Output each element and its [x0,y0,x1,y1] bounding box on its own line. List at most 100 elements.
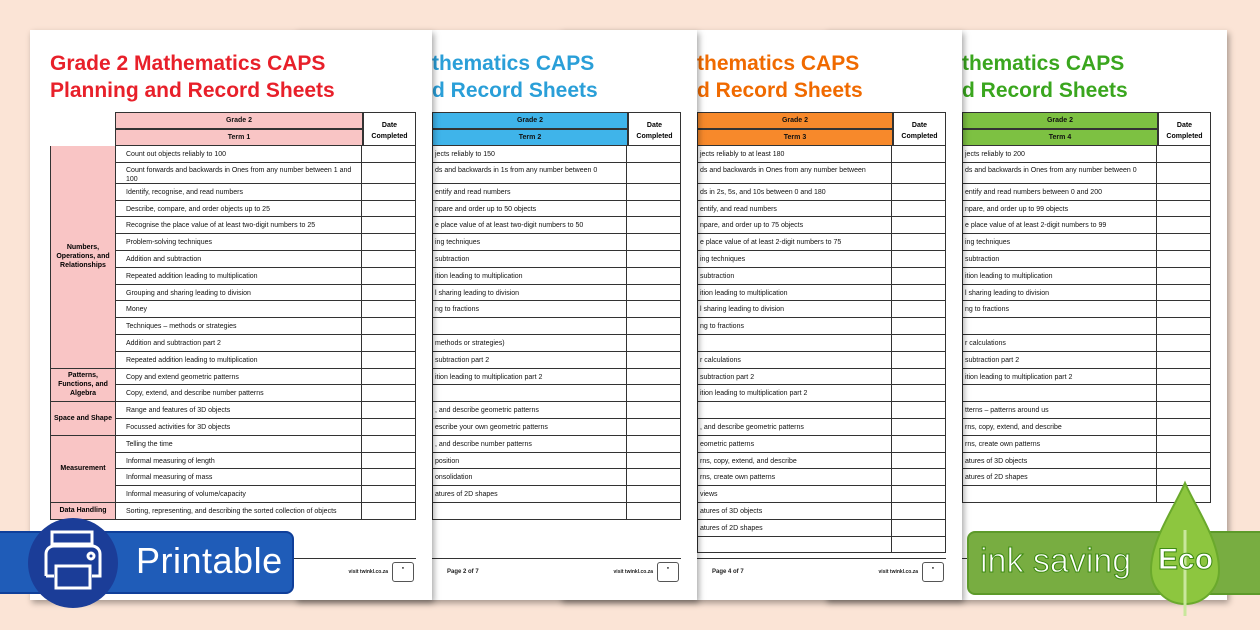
topic-cell: ition leading to multiplication part 2 [698,385,893,402]
date-cell[interactable] [1157,184,1210,200]
date-cell[interactable] [892,503,945,519]
date-cell[interactable] [362,453,415,469]
date-cell[interactable] [892,163,945,183]
date-cell[interactable] [362,217,415,233]
date-cell[interactable] [362,335,415,351]
date-cell[interactable] [627,436,680,452]
date-cell[interactable] [627,251,680,267]
date-cell[interactable] [627,503,680,519]
twinkl-logo: ● [657,562,679,582]
date-cell[interactable] [627,217,680,233]
date-cell[interactable] [627,184,680,200]
date-cell[interactable] [892,184,945,200]
date-cell[interactable] [1157,285,1210,301]
date-cell[interactable] [1157,385,1210,401]
date-cell[interactable] [892,217,945,233]
date-cell[interactable] [1157,234,1210,250]
date-cell[interactable] [1157,402,1210,418]
date-cell[interactable] [627,385,680,401]
date-cell[interactable] [362,184,415,200]
date-cell[interactable] [892,469,945,485]
date-cell[interactable] [362,503,415,519]
date-cell[interactable] [362,402,415,418]
date-cell[interactable] [1157,251,1210,267]
date-cell[interactable] [1157,352,1210,368]
date-cell[interactable] [1157,335,1210,351]
date-cell[interactable] [892,419,945,435]
date-cell[interactable] [627,201,680,217]
date-cell[interactable] [892,453,945,469]
topic-cell: Focussed activities for 3D objects [116,418,363,435]
date-cell[interactable] [892,436,945,452]
date-cell[interactable] [892,201,945,217]
date-cell[interactable] [1157,419,1210,435]
date-cell[interactable] [1157,146,1210,162]
date-cell[interactable] [892,234,945,250]
date-cell[interactable] [362,201,415,217]
topic-cell: Problem-solving techniques [116,234,363,250]
date-cell[interactable] [362,251,415,267]
topic-cell: atures of 2D shapes [963,469,1158,486]
date-cell[interactable] [892,268,945,284]
date-cell[interactable] [362,268,415,284]
date-cell[interactable] [892,251,945,267]
date-cell[interactable] [362,419,415,435]
date-cell[interactable] [627,352,680,368]
date-cell[interactable] [627,335,680,351]
date-cell[interactable] [1157,163,1210,183]
topic-cell: jects reliably to 200 [963,146,1158,162]
date-cell[interactable] [892,537,945,553]
date-cell[interactable] [362,436,415,452]
date-cell[interactable] [1157,301,1210,317]
date-cell[interactable] [362,301,415,317]
table-row: , and describe geometric patterns [432,402,681,419]
date-cell[interactable] [627,402,680,418]
date-cell[interactable] [627,234,680,250]
date-cell[interactable] [627,163,680,183]
date-cell[interactable] [627,268,680,284]
date-cell[interactable] [362,352,415,368]
table-row: entify, and read numbers [697,200,946,218]
date-cell[interactable] [362,234,415,250]
date-cell[interactable] [627,301,680,317]
date-cell[interactable] [362,385,415,401]
date-cell[interactable] [627,369,680,385]
table-row: Informal measuring of volume/capacity [115,486,416,503]
date-cell[interactable] [1157,268,1210,284]
date-cell[interactable] [362,285,415,301]
date-cell[interactable] [627,285,680,301]
date-cell[interactable] [1157,453,1210,469]
date-cell[interactable] [362,163,415,183]
date-cell[interactable] [627,146,680,162]
date-cell[interactable] [892,146,945,162]
date-cell[interactable] [892,285,945,301]
date-cell[interactable] [892,301,945,317]
date-cell[interactable] [1157,436,1210,452]
date-cell[interactable] [892,520,945,536]
date-cell[interactable] [627,469,680,485]
date-cell[interactable] [892,318,945,334]
date-cell[interactable] [627,419,680,435]
date-cell[interactable] [892,369,945,385]
date-cell[interactable] [1157,318,1210,334]
date-cell[interactable] [362,469,415,485]
table-row: npare, and order up to 75 objects [697,217,946,235]
date-cell[interactable] [362,369,415,385]
date-cell[interactable] [892,385,945,401]
date-cell[interactable] [627,318,680,334]
date-cell[interactable] [627,486,680,502]
date-cell[interactable] [1157,217,1210,233]
date-cell[interactable] [362,486,415,502]
date-cell[interactable] [627,453,680,469]
date-cell[interactable] [892,352,945,368]
date-cell[interactable] [892,335,945,351]
date-cell[interactable] [362,146,415,162]
date-cell[interactable] [892,402,945,418]
table-row: ds in 2s, 5s, and 10s between 0 and 180 [697,183,946,201]
date-cell[interactable] [362,318,415,334]
page-number: Page 2 of 7 [447,569,479,575]
topic-cell: Repeated addition leading to multiplicat… [116,267,363,284]
date-cell[interactable] [892,486,945,502]
date-cell[interactable] [1157,201,1210,217]
date-cell[interactable] [1157,369,1210,385]
